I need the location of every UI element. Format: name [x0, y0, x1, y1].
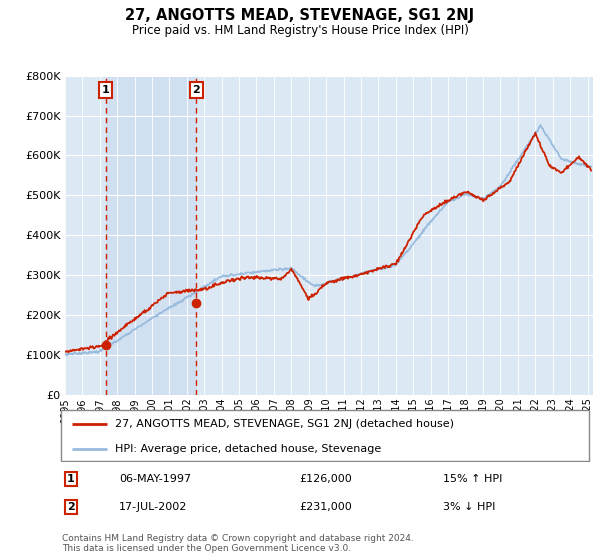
Text: 2: 2 — [67, 502, 74, 512]
Text: £126,000: £126,000 — [299, 474, 352, 484]
Text: 06-MAY-1997: 06-MAY-1997 — [119, 474, 191, 484]
Bar — [106, 76, 196, 395]
Text: Contains HM Land Registry data © Crown copyright and database right 2024.
This d: Contains HM Land Registry data © Crown c… — [62, 534, 413, 553]
Text: 1: 1 — [67, 474, 74, 484]
Text: £231,000: £231,000 — [299, 502, 352, 512]
FancyBboxPatch shape — [61, 410, 589, 461]
Text: 15% ↑ HPI: 15% ↑ HPI — [443, 474, 502, 484]
Text: HPI: Average price, detached house, Stevenage: HPI: Average price, detached house, Stev… — [115, 444, 381, 454]
Text: 3% ↓ HPI: 3% ↓ HPI — [443, 502, 495, 512]
Text: 27, ANGOTTS MEAD, STEVENAGE, SG1 2NJ: 27, ANGOTTS MEAD, STEVENAGE, SG1 2NJ — [125, 8, 475, 24]
Text: 17-JUL-2002: 17-JUL-2002 — [119, 502, 187, 512]
Text: 1: 1 — [102, 85, 110, 95]
Text: Price paid vs. HM Land Registry's House Price Index (HPI): Price paid vs. HM Land Registry's House … — [131, 24, 469, 36]
Text: 27, ANGOTTS MEAD, STEVENAGE, SG1 2NJ (detached house): 27, ANGOTTS MEAD, STEVENAGE, SG1 2NJ (de… — [115, 419, 454, 429]
Text: 2: 2 — [193, 85, 200, 95]
